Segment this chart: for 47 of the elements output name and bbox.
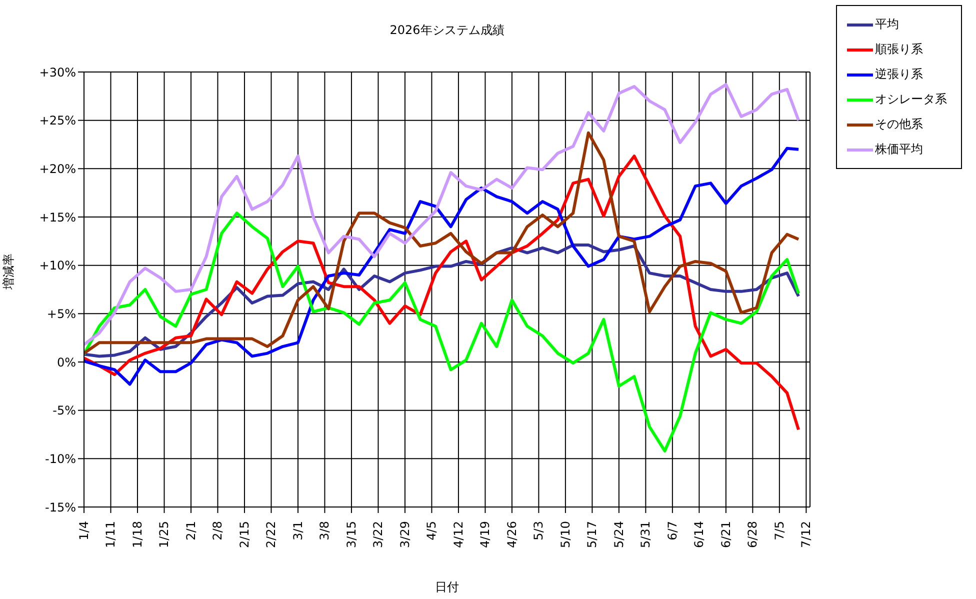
x-axis-title: 日付 [435,580,459,594]
x-tick-label: 5/24 [612,521,626,548]
x-tick-label: 5/31 [638,521,653,548]
y-tick-label: -15% [44,500,76,514]
x-tick-label: 3/15 [344,521,358,548]
y-tick-label: +5% [46,306,76,321]
x-tick-label: 1/4 [77,521,91,540]
y-tick-label: 0% [56,355,76,370]
legend-label: 株価平均 [875,141,923,158]
legend-label: その他系 [875,116,923,133]
y-tick-label: -10% [44,452,76,466]
x-tick-label: 6/14 [692,521,706,548]
y-tick-label: +10% [39,258,76,273]
legend-label: 逆張り系 [875,66,923,83]
x-tick-label: 3/1 [290,521,305,540]
legend-label: 平均 [875,16,899,33]
x-tick-label: 3/22 [371,521,386,548]
x-tick-label: 5/17 [585,521,600,548]
chart-title: 2026年システム成績 [388,22,506,39]
x-tick-label: 6/21 [718,521,733,548]
x-tick-label: 1/11 [104,521,118,548]
x-tick-label: 7/12 [799,521,814,548]
y-tick-label: +20% [39,162,76,176]
x-tick-label: 5/3 [532,521,546,540]
y-axis-title: 増減率 [1,254,16,290]
y-tick-label: +15% [39,210,76,224]
legend-label: オシレータ系 [875,91,947,108]
x-tick-label: 5/10 [558,521,572,548]
x-tick-label: 1/25 [157,521,172,548]
x-tick-label: 2/1 [184,521,198,540]
x-tick-label: 4/12 [451,521,466,548]
y-tick-label: +25% [39,114,76,128]
x-tick-label: 2/15 [237,521,252,548]
x-tick-label: 4/26 [504,521,519,548]
y-tick-label: -5% [52,404,76,418]
x-tick-label: 1/18 [130,521,144,548]
legend-label: 順張り系 [875,41,923,58]
x-tick-label: 4/19 [478,521,492,548]
y-tick-label: +30% [39,65,76,80]
x-tick-label: 3/29 [398,521,412,548]
x-tick-label: 6/28 [746,521,760,548]
x-tick-label: 6/7 [665,521,680,540]
x-tick-label: 2/8 [210,521,225,540]
x-tick-label: 7/5 [772,521,786,540]
x-tick-label: 3/8 [318,521,332,540]
x-tick-label: 2/22 [264,521,278,548]
x-tick-label: 4/5 [424,521,439,540]
